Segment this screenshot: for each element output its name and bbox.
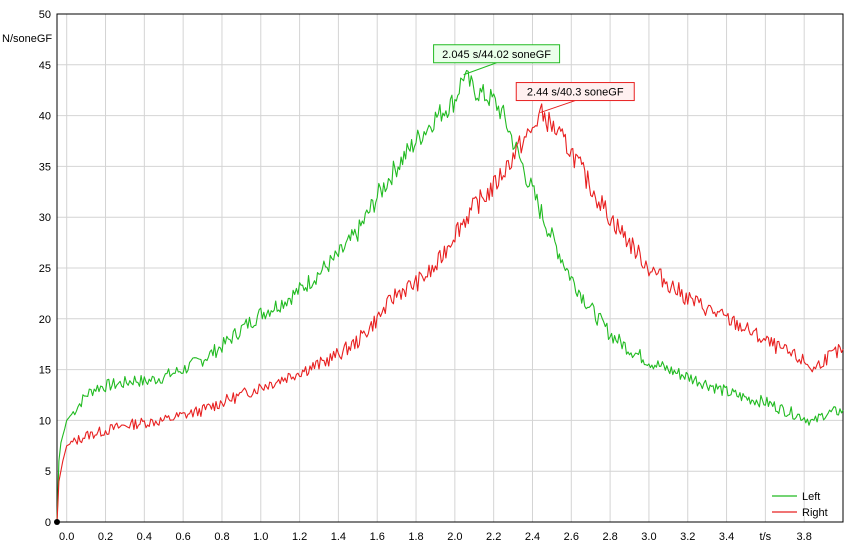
x-tick-label: 0.2 — [98, 531, 113, 543]
y-tick-label: 25 — [39, 263, 51, 275]
x-tick-label: 2.4 — [525, 531, 540, 543]
x-tick-label: 1.4 — [331, 531, 346, 543]
y-tick-label: 15 — [39, 365, 51, 377]
origin-marker — [54, 519, 60, 525]
y-tick-label: 10 — [39, 415, 51, 427]
annotations: 2.045 s/44.02 soneGF 2.44 s/40.3 soneGF — [433, 44, 635, 114]
grid-lines — [57, 14, 843, 522]
series-line-left — [56, 69, 844, 523]
x-tick-label: 3.4 — [719, 531, 734, 543]
annotation-leader — [540, 100, 576, 114]
y-tick-label: 40 — [39, 111, 51, 123]
x-tick-label: 2.0 — [447, 531, 462, 543]
y-tick-label: 20 — [39, 314, 51, 326]
x-tick-labels: 0.0 0.2 0.4 0.6 0.8 1.0 1.2 1.4 1.6 1.8 2.0 2.2 2.4 2… — [59, 531, 812, 543]
annotation-text: 2.44 s/40.3 soneGF — [527, 87, 624, 99]
x-tick-label: 0.8 — [214, 531, 229, 543]
legend: Left Right — [772, 491, 828, 519]
x-tick-label: 3.2 — [680, 531, 695, 543]
x-tick-label: 1.0 — [253, 531, 268, 543]
y-tick-label: 30 — [39, 212, 51, 224]
series-line-right — [56, 103, 844, 523]
legend-label: Left — [802, 491, 820, 503]
x-tick-label: 3.8 — [797, 531, 812, 543]
annotation-box — [433, 44, 561, 64]
x-tick-label: 2.8 — [602, 531, 617, 543]
y-tick-label: 5 — [45, 466, 51, 478]
y-tick-label: 50 — [39, 9, 51, 21]
annotation-box — [515, 82, 635, 102]
x-tick-label: 1.8 — [408, 531, 423, 543]
annotation-leader — [463, 62, 497, 76]
x-tick-label: 1.6 — [370, 531, 385, 543]
x-tick-label: t/s — [760, 531, 772, 543]
x-tick-label: 2.6 — [564, 531, 579, 543]
plot-frame — [56, 13, 844, 523]
y-tick-label: 35 — [39, 161, 51, 173]
x-tick-label: 0.4 — [137, 531, 152, 543]
y-tick-label: 45 — [39, 60, 51, 72]
x-tick-label: 0.0 — [59, 531, 74, 543]
x-tick-label: 2.2 — [486, 531, 501, 543]
y-tick-label: 0 — [45, 517, 51, 529]
x-tick-label: 1.2 — [292, 531, 307, 543]
annotation-text: 2.045 s/44.02 soneGF — [442, 49, 551, 61]
y-tick-labels: 0 5 10 15 20 25 30 35 40 45 50 — [39, 9, 51, 529]
legend-label: Right — [802, 507, 828, 519]
x-tick-label: 0.6 — [175, 531, 190, 543]
series-lines — [56, 69, 844, 523]
y-axis-label: N/soneGF — [2, 33, 52, 45]
x-tick-label: 3.0 — [641, 531, 656, 543]
